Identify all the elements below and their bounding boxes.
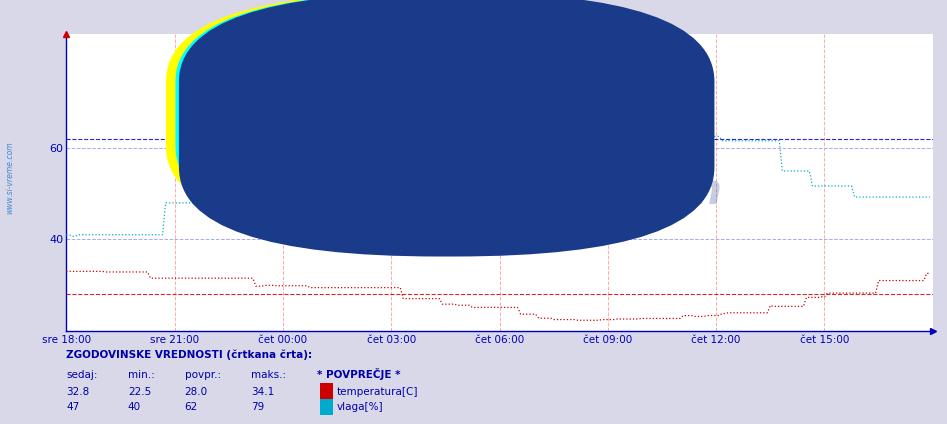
Text: 22.5: 22.5 [128,387,152,397]
Text: min.:: min.: [128,370,154,380]
FancyBboxPatch shape [175,0,705,236]
Text: sedaj:: sedaj: [66,370,98,380]
Text: 47: 47 [66,402,80,413]
Text: 28.0: 28.0 [185,387,207,397]
Text: 79: 79 [251,402,264,413]
Title: * POVPREČJE *: * POVPREČJE * [449,16,550,33]
Text: ZGODOVINSKE VREDNOSTI (črtkana črta):: ZGODOVINSKE VREDNOSTI (črtkana črta): [66,350,313,360]
Text: povpr.:: povpr.: [185,370,221,380]
Text: 34.1: 34.1 [251,387,275,397]
Text: vlaga[%]: vlaga[%] [337,402,384,413]
Text: * POVPREČJE *: * POVPREČJE * [317,368,401,380]
Text: 40: 40 [128,402,141,413]
FancyBboxPatch shape [166,0,705,236]
Text: 32.8: 32.8 [66,387,90,397]
Text: www.si-vreme.com: www.si-vreme.com [277,170,722,212]
FancyBboxPatch shape [179,0,714,257]
Text: maks.:: maks.: [251,370,286,380]
Text: temperatura[C]: temperatura[C] [337,387,419,397]
Text: www.si-vreme.com: www.si-vreme.com [5,142,14,215]
Text: 62: 62 [185,402,198,413]
